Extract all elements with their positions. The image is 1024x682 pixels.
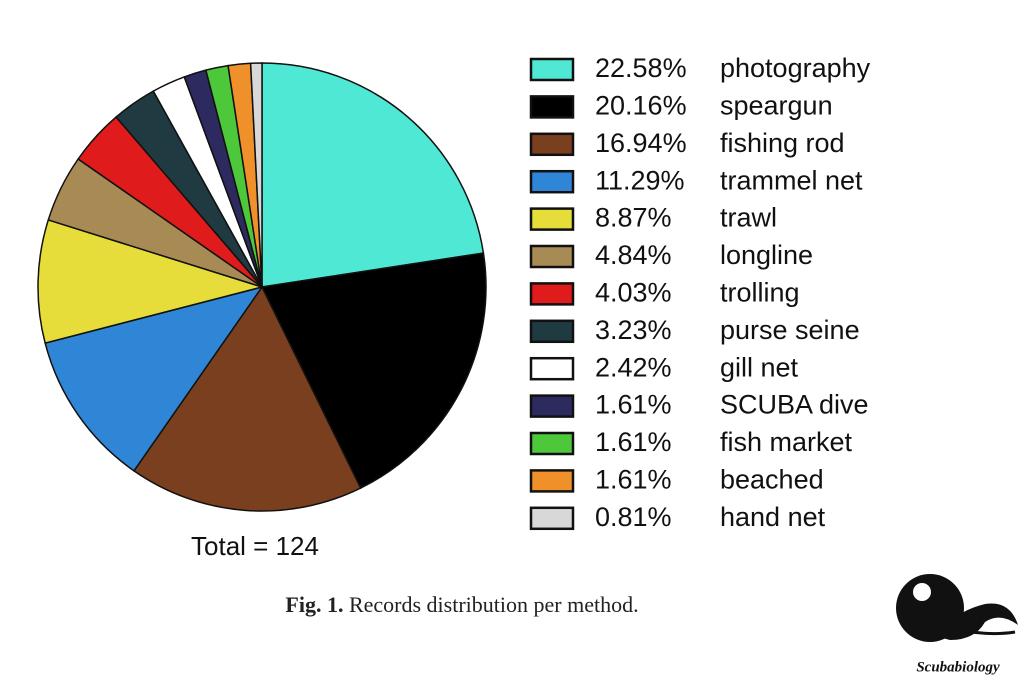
- logo-head: [913, 583, 931, 601]
- legend-value: 3.23%: [595, 315, 672, 345]
- logo-text: Scubabiology: [916, 659, 1000, 675]
- pie-slice: [261, 62, 485, 288]
- caption-label: Fig. 1.: [285, 592, 343, 617]
- logo-fish: [959, 628, 1016, 636]
- legend-swatch: [529, 356, 575, 381]
- legend-label: fishing rod: [720, 128, 845, 158]
- legend-label: trawl: [720, 203, 777, 233]
- legend-swatch: [529, 169, 575, 194]
- legend-label: trolling: [720, 278, 800, 308]
- logo: Scubabiology: [896, 574, 1018, 675]
- legend-value: 4.84%: [595, 240, 672, 270]
- legend-label: photography: [720, 53, 871, 83]
- logo-wave: [912, 603, 1018, 640]
- caption-text: Records distribution per method.: [349, 592, 639, 617]
- legend-value: 8.87%: [595, 203, 672, 233]
- pie-slice: [260, 252, 487, 490]
- caption: Fig. 1. Records distribution per method.: [285, 592, 638, 617]
- pie-slice: [44, 285, 264, 472]
- legend-label: hand net: [720, 502, 826, 532]
- legend-swatch: [529, 469, 575, 493]
- legend-label: gill net: [720, 352, 799, 382]
- legend-value: 4.03%: [595, 278, 672, 308]
- legend-swatch: [529, 95, 575, 119]
- legend-swatch: [529, 132, 575, 157]
- pie-slice: [132, 285, 362, 512]
- legend-label: purse seine: [720, 315, 860, 345]
- legend-value: 22.58%: [595, 53, 687, 83]
- legend-swatch: [529, 207, 575, 231]
- legend-swatch: [529, 431, 575, 456]
- legend-value: 1.61%: [595, 427, 672, 457]
- legend-value: 1.61%: [595, 390, 672, 420]
- legend-value: 2.42%: [595, 352, 672, 382]
- pie: [37, 62, 487, 512]
- legend-label: trammel net: [720, 165, 863, 195]
- legend-value: 1.61%: [595, 465, 672, 495]
- legend-value: 0.81%: [595, 502, 672, 532]
- legend-swatch: [529, 57, 575, 82]
- legend-label: longline: [720, 240, 813, 270]
- legend-value: 11.29%: [595, 165, 685, 195]
- legend-value: 20.16%: [595, 91, 687, 121]
- legend-swatch: [529, 394, 575, 418]
- legend-swatch: [529, 282, 575, 306]
- legend-swatch: [529, 319, 575, 344]
- legend-label: SCUBA dive: [720, 390, 869, 420]
- pie-slice: [37, 218, 265, 345]
- legend-label: beached: [720, 465, 824, 495]
- legend-swatch: [529, 244, 575, 269]
- pie-slice: [249, 62, 263, 288]
- legend: 22.58% photography 20.16% speargun 16.94% fis…: [529, 53, 871, 532]
- legend-label: speargun: [720, 91, 833, 121]
- legend-swatch: [529, 506, 575, 531]
- legend-value: 16.94%: [595, 128, 687, 158]
- total-annotation: Total = 124: [191, 531, 319, 561]
- legend-label: fish market: [720, 427, 853, 457]
